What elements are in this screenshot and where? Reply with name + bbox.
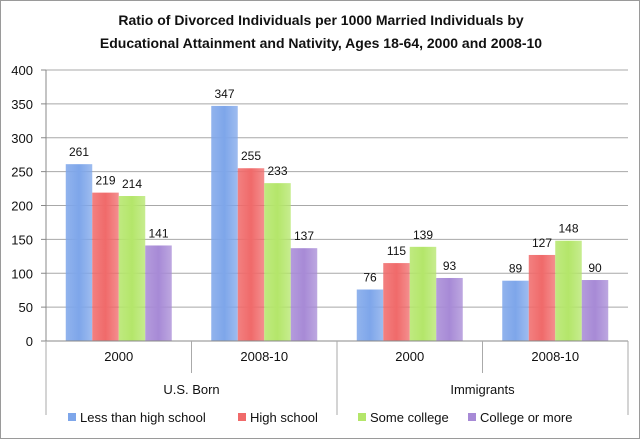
y-tick-label: 0	[26, 334, 33, 349]
y-tick-label: 100	[11, 266, 33, 281]
data-label: 261	[69, 145, 89, 159]
bar-less-than-high-school	[502, 280, 529, 341]
bar-college-or-more	[290, 248, 318, 341]
data-label: 233	[267, 164, 287, 178]
data-label: 214	[122, 177, 142, 191]
data-label: 139	[413, 228, 433, 242]
data-label: 89	[509, 262, 523, 276]
data-label: 137	[294, 229, 314, 243]
bar-college-or-more	[436, 277, 463, 341]
x-group-label: Immigrants	[450, 382, 515, 397]
y-tick-label: 300	[11, 131, 33, 146]
bar-some-college	[264, 183, 291, 341]
chart-title-line-1: Ratio of Divorced Individuals per 1000 M…	[118, 12, 524, 28]
y-tick-label: 150	[11, 232, 33, 247]
x-category-label: 2000	[395, 349, 424, 364]
data-label: 148	[558, 222, 578, 236]
x-category-label: 2008-10	[240, 349, 288, 364]
data-label: 76	[363, 271, 377, 285]
data-label: 141	[148, 226, 168, 240]
bar-less-than-high-school	[65, 164, 93, 341]
data-label: 127	[532, 236, 552, 250]
x-category-label: 2008-10	[531, 349, 579, 364]
bar-less-than-high-school	[211, 105, 238, 341]
bar-some-college	[118, 196, 146, 341]
y-tick-label: 400	[11, 63, 33, 78]
legend-label: High school	[250, 410, 318, 425]
x-group-label: U.S. Born	[163, 382, 219, 397]
bar-high-school	[92, 192, 119, 341]
data-label: 347	[214, 87, 234, 101]
legend-swatch	[468, 413, 476, 421]
y-tick-label: 350	[11, 97, 33, 112]
legend-swatch	[68, 413, 76, 421]
y-tick-label: 200	[11, 199, 33, 214]
data-label: 115	[387, 244, 406, 258]
data-label: 93	[443, 259, 457, 273]
data-label: 90	[588, 261, 602, 275]
bar-less-than-high-school	[356, 289, 384, 341]
bar-college-or-more	[145, 245, 172, 341]
legend-label: Some college	[370, 410, 449, 425]
legend-swatch	[358, 413, 366, 421]
x-category-label: 2000	[104, 349, 133, 364]
bar-high-school	[383, 263, 410, 341]
bar-high-school	[528, 254, 556, 341]
data-label: 219	[95, 174, 115, 188]
bar-some-college	[409, 246, 437, 341]
legend-swatch	[238, 413, 246, 421]
bar-high-school	[237, 168, 265, 341]
bar-college-or-more	[581, 280, 609, 341]
y-tick-label: 250	[11, 165, 33, 180]
y-tick-label: 50	[19, 300, 33, 315]
bar-some-college	[555, 240, 582, 341]
chart-title-line-2: Educational Attainment and Nativity, Age…	[100, 35, 542, 51]
legend-label: Less than high school	[80, 410, 206, 425]
data-label: 255	[241, 149, 261, 163]
legend-label: College or more	[480, 410, 573, 425]
